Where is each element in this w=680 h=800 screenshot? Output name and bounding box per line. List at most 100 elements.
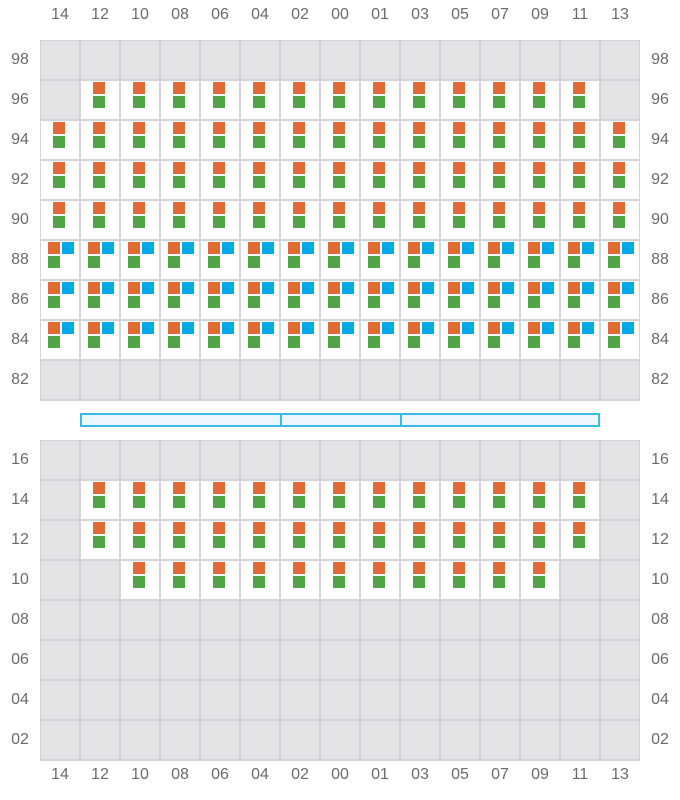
occupied-slot[interactable] xyxy=(321,281,359,319)
occupied-slot[interactable] xyxy=(81,521,119,559)
occupied-slot[interactable] xyxy=(81,241,119,279)
empty-slot[interactable] xyxy=(321,601,359,639)
empty-slot[interactable] xyxy=(601,721,639,759)
occupied-slot[interactable] xyxy=(601,161,639,199)
empty-slot[interactable] xyxy=(481,441,519,479)
empty-slot[interactable] xyxy=(321,721,359,759)
occupied-slot[interactable] xyxy=(561,241,599,279)
occupied-slot[interactable] xyxy=(241,161,279,199)
occupied-slot[interactable] xyxy=(121,481,159,519)
occupied-slot[interactable] xyxy=(321,161,359,199)
occupied-slot[interactable] xyxy=(241,561,279,599)
occupied-slot[interactable] xyxy=(161,161,199,199)
occupied-slot[interactable] xyxy=(41,281,79,319)
empty-slot[interactable] xyxy=(161,721,199,759)
empty-slot[interactable] xyxy=(521,641,559,679)
empty-slot[interactable] xyxy=(81,41,119,79)
occupied-slot[interactable] xyxy=(361,241,399,279)
occupied-slot[interactable] xyxy=(281,481,319,519)
empty-slot[interactable] xyxy=(441,41,479,79)
occupied-slot[interactable] xyxy=(81,201,119,239)
empty-slot[interactable] xyxy=(401,641,439,679)
occupied-slot[interactable] xyxy=(121,121,159,159)
occupied-slot[interactable] xyxy=(521,321,559,359)
occupied-slot[interactable] xyxy=(121,281,159,319)
occupied-slot[interactable] xyxy=(81,121,119,159)
empty-slot[interactable] xyxy=(41,681,79,719)
empty-slot[interactable] xyxy=(361,601,399,639)
empty-slot[interactable] xyxy=(601,481,639,519)
empty-slot[interactable] xyxy=(561,41,599,79)
empty-slot[interactable] xyxy=(561,561,599,599)
empty-slot[interactable] xyxy=(441,681,479,719)
empty-slot[interactable] xyxy=(521,721,559,759)
occupied-slot[interactable] xyxy=(521,201,559,239)
empty-slot[interactable] xyxy=(281,721,319,759)
occupied-slot[interactable] xyxy=(441,281,479,319)
occupied-slot[interactable] xyxy=(481,561,519,599)
empty-slot[interactable] xyxy=(521,41,559,79)
occupied-slot[interactable] xyxy=(121,81,159,119)
occupied-slot[interactable] xyxy=(121,321,159,359)
empty-slot[interactable] xyxy=(201,441,239,479)
empty-slot[interactable] xyxy=(121,681,159,719)
empty-slot[interactable] xyxy=(601,561,639,599)
empty-slot[interactable] xyxy=(81,721,119,759)
occupied-slot[interactable] xyxy=(361,481,399,519)
occupied-slot[interactable] xyxy=(481,481,519,519)
occupied-slot[interactable] xyxy=(321,481,359,519)
occupied-slot[interactable] xyxy=(41,321,79,359)
empty-slot[interactable] xyxy=(401,41,439,79)
empty-slot[interactable] xyxy=(361,681,399,719)
empty-slot[interactable] xyxy=(521,681,559,719)
empty-slot[interactable] xyxy=(561,641,599,679)
empty-slot[interactable] xyxy=(41,561,79,599)
empty-slot[interactable] xyxy=(561,681,599,719)
occupied-slot[interactable] xyxy=(521,121,559,159)
occupied-slot[interactable] xyxy=(481,81,519,119)
occupied-slot[interactable] xyxy=(121,161,159,199)
occupied-slot[interactable] xyxy=(441,161,479,199)
occupied-slot[interactable] xyxy=(441,521,479,559)
empty-slot[interactable] xyxy=(361,361,399,399)
occupied-slot[interactable] xyxy=(81,321,119,359)
empty-slot[interactable] xyxy=(321,441,359,479)
occupied-slot[interactable] xyxy=(321,561,359,599)
occupied-slot[interactable] xyxy=(521,521,559,559)
occupied-slot[interactable] xyxy=(361,121,399,159)
occupied-slot[interactable] xyxy=(241,521,279,559)
occupied-slot[interactable] xyxy=(401,561,439,599)
occupied-slot[interactable] xyxy=(201,81,239,119)
empty-slot[interactable] xyxy=(601,521,639,559)
empty-slot[interactable] xyxy=(41,521,79,559)
occupied-slot[interactable] xyxy=(321,321,359,359)
occupied-slot[interactable] xyxy=(361,561,399,599)
occupied-slot[interactable] xyxy=(561,121,599,159)
empty-slot[interactable] xyxy=(121,441,159,479)
empty-slot[interactable] xyxy=(241,681,279,719)
occupied-slot[interactable] xyxy=(441,121,479,159)
occupied-slot[interactable] xyxy=(561,521,599,559)
empty-slot[interactable] xyxy=(521,601,559,639)
empty-slot[interactable] xyxy=(361,641,399,679)
empty-slot[interactable] xyxy=(81,441,119,479)
occupied-slot[interactable] xyxy=(521,81,559,119)
empty-slot[interactable] xyxy=(201,641,239,679)
empty-slot[interactable] xyxy=(401,361,439,399)
empty-slot[interactable] xyxy=(281,441,319,479)
occupied-slot[interactable] xyxy=(161,561,199,599)
occupied-slot[interactable] xyxy=(81,81,119,119)
occupied-slot[interactable] xyxy=(241,121,279,159)
empty-slot[interactable] xyxy=(401,721,439,759)
occupied-slot[interactable] xyxy=(81,281,119,319)
occupied-slot[interactable] xyxy=(401,201,439,239)
occupied-slot[interactable] xyxy=(161,321,199,359)
empty-slot[interactable] xyxy=(521,441,559,479)
empty-slot[interactable] xyxy=(41,361,79,399)
empty-slot[interactable] xyxy=(81,361,119,399)
empty-slot[interactable] xyxy=(201,681,239,719)
empty-slot[interactable] xyxy=(121,641,159,679)
empty-slot[interactable] xyxy=(601,441,639,479)
empty-slot[interactable] xyxy=(561,361,599,399)
empty-slot[interactable] xyxy=(361,441,399,479)
